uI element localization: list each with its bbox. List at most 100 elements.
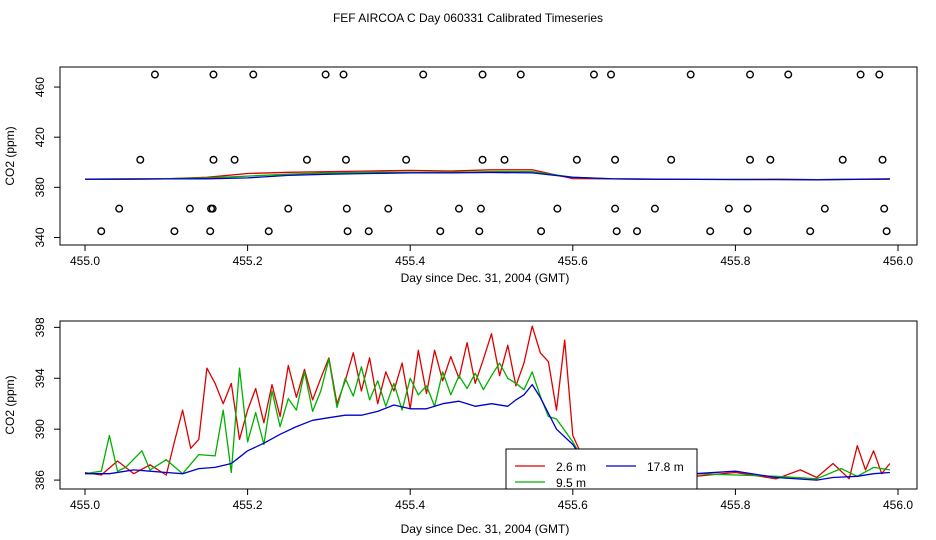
data-point xyxy=(500,155,509,164)
data-point xyxy=(746,155,755,164)
y-tick-label: 460 xyxy=(33,77,47,97)
x-tick-label: 455.0 xyxy=(70,498,100,512)
x-tick-label: 455.0 xyxy=(70,254,100,268)
y-tick-label: 398 xyxy=(33,317,47,337)
data-point xyxy=(343,227,352,236)
data-point xyxy=(784,70,793,79)
data-point xyxy=(706,227,715,236)
data-point xyxy=(150,70,159,79)
bottom-x-axis-label: Day since Dec. 31, 2004 (GMT) xyxy=(401,522,570,536)
data-point xyxy=(476,204,485,213)
data-point xyxy=(115,204,124,213)
data-point xyxy=(611,204,620,213)
bottom-plot-frame xyxy=(59,320,918,490)
top-x-axis: 455.0 455.2 455.4 455.6 455.8 456.0 xyxy=(70,245,913,268)
data-point xyxy=(880,204,889,213)
data-point xyxy=(341,155,350,164)
data-point xyxy=(454,204,463,213)
data-point xyxy=(264,227,273,236)
data-point xyxy=(516,70,525,79)
data-point xyxy=(820,204,829,213)
bottom-y-axis-label: CO2 (ppm) xyxy=(3,375,17,434)
data-point xyxy=(838,155,847,164)
data-point xyxy=(650,204,659,213)
x-tick-label: 455.6 xyxy=(558,254,588,268)
data-point xyxy=(97,227,106,236)
data-point xyxy=(478,70,487,79)
data-point xyxy=(766,155,775,164)
legend-label-9-5m: 9.5 m xyxy=(556,476,586,490)
data-point xyxy=(302,155,311,164)
data-point xyxy=(475,227,484,236)
data-point xyxy=(206,227,215,236)
figure-title: FEF AIRCOA C Day 060331 Calibrated Times… xyxy=(333,11,603,25)
top-points xyxy=(97,70,891,236)
data-point xyxy=(724,204,733,213)
data-point xyxy=(633,227,642,236)
data-point xyxy=(209,70,218,79)
data-point xyxy=(611,155,620,164)
data-point xyxy=(667,155,676,164)
data-point xyxy=(686,70,695,79)
bottom-series xyxy=(84,325,891,481)
x-tick-label: 455.4 xyxy=(395,254,425,268)
data-point xyxy=(537,227,546,236)
y-tick-label: 394 xyxy=(33,368,47,388)
top-series xyxy=(84,169,890,181)
x-tick-label: 455.8 xyxy=(720,498,750,512)
bottom-y-axis: 386 390 394 398 xyxy=(33,317,60,490)
series-line-17-8-m xyxy=(85,383,890,481)
data-point xyxy=(208,204,217,213)
data-point xyxy=(743,227,752,236)
y-tick-label: 420 xyxy=(33,127,47,147)
data-point xyxy=(589,70,598,79)
data-point xyxy=(478,155,487,164)
legend: 2.6 m 9.5 m 17.8 m xyxy=(505,448,698,490)
x-tick-label: 455.8 xyxy=(720,254,750,268)
series-line-blue-2 xyxy=(84,171,890,181)
top-panel: 455.0 455.2 455.4 455.6 455.8 456.0 340 380 420… xyxy=(3,66,918,285)
data-point xyxy=(746,70,755,79)
x-tick-label: 455.2 xyxy=(233,254,263,268)
x-tick-label: 456.0 xyxy=(883,498,913,512)
x-tick-label: 456.0 xyxy=(883,254,913,268)
y-tick-label: 386 xyxy=(33,470,47,490)
data-point xyxy=(364,227,373,236)
data-point xyxy=(284,204,293,213)
x-tick-label: 455.2 xyxy=(233,498,263,512)
data-point xyxy=(419,70,428,79)
data-point xyxy=(342,204,351,213)
data-point xyxy=(875,70,884,79)
data-point xyxy=(170,227,179,236)
data-point xyxy=(572,155,581,164)
data-point xyxy=(856,70,865,79)
x-tick-label: 455.6 xyxy=(558,498,588,512)
y-tick-label: 390 xyxy=(33,419,47,439)
data-point xyxy=(607,70,616,79)
data-point xyxy=(436,227,445,236)
data-point xyxy=(230,155,239,164)
data-point xyxy=(321,70,330,79)
data-point xyxy=(553,204,562,213)
top-plot-frame xyxy=(59,66,918,246)
data-point xyxy=(384,204,393,213)
y-tick-label: 340 xyxy=(33,227,47,247)
data-point xyxy=(249,70,258,79)
top-y-axis: 340 380 420 460 xyxy=(33,77,60,247)
data-point xyxy=(339,70,348,79)
top-y-axis-label: CO2 (ppm) xyxy=(3,126,17,185)
data-point xyxy=(402,155,411,164)
data-point xyxy=(806,227,815,236)
data-point xyxy=(612,227,621,236)
series-line-2-6-m xyxy=(84,325,891,480)
data-point xyxy=(878,155,887,164)
bottom-x-axis: 455.0 455.2 455.4 455.6 455.8 456.0 xyxy=(70,489,913,512)
top-x-axis-label: Day since Dec. 31, 2004 (GMT) xyxy=(401,271,570,285)
x-tick-label: 455.4 xyxy=(395,498,425,512)
data-point xyxy=(209,155,218,164)
data-point xyxy=(882,227,891,236)
legend-label-2-6m: 2.6 m xyxy=(556,460,586,474)
y-tick-label: 380 xyxy=(33,177,47,197)
legend-label-17-8m: 17.8 m xyxy=(647,460,684,474)
data-point xyxy=(743,204,752,213)
